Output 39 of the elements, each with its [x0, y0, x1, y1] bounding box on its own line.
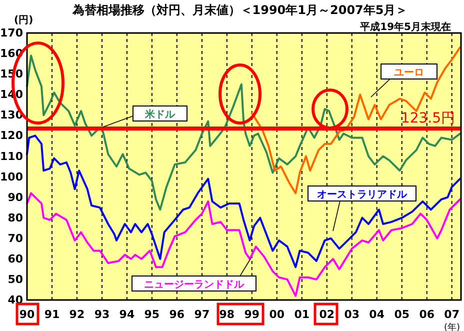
x-tick-label: 01: [294, 308, 310, 321]
x-tick-label: 94: [119, 308, 135, 321]
x-tick-label: 00: [269, 308, 285, 321]
x-tick-label: 07: [444, 308, 460, 321]
x-tick-label: 93: [94, 308, 110, 321]
ref-line-label: 123.5円: [400, 110, 455, 127]
text: 米ドル: [144, 108, 176, 120]
x-tick-label: 95: [144, 308, 160, 321]
line-series: [26, 54, 462, 211]
x-tick-label: 91: [44, 308, 60, 321]
y-tick-label: 90: [8, 190, 24, 204]
chart-title: 為替相場推移（対円、月末値）＜1990年1月～2007年5月＞: [71, 3, 408, 17]
y-axis-title: (円): [14, 15, 34, 26]
y-tick-label: 40: [8, 294, 24, 307]
x-tick-label: 03: [344, 308, 360, 321]
y-tick-label: 50: [8, 272, 24, 286]
y-tick-label: 100: [0, 170, 24, 184]
x-tick-label: 04: [369, 308, 385, 321]
x-tick-label: 96: [169, 308, 185, 321]
y-tick-label: 120: [0, 129, 24, 142]
y-tick-label: 170: [0, 26, 24, 40]
x-tick-label: 98: [219, 308, 235, 321]
series-label: オーストラリアドル: [317, 190, 408, 200]
x-axis-title: (年): [444, 322, 460, 331]
x-tick-label: 90: [19, 308, 35, 321]
series-label: ニュージーランドドル: [144, 280, 245, 290]
x-tick-label: 05: [394, 308, 410, 321]
line-series: [26, 134, 462, 268]
y-tick-label: 70: [8, 232, 24, 245]
y-tick-label: 80: [8, 211, 24, 224]
annotation: 平成19年5月末現在: [359, 21, 451, 33]
x-tick-label: 99: [244, 308, 260, 321]
x-tick-label: 06: [419, 308, 435, 321]
x-tick-label: 92: [69, 308, 85, 321]
series-label: ユーロ: [394, 68, 424, 78]
y-tick-label: 110: [0, 150, 24, 163]
x-tick-label: 97: [194, 308, 210, 321]
y-tick-label: 60: [8, 252, 24, 266]
x-tick-label: 02: [319, 308, 335, 321]
